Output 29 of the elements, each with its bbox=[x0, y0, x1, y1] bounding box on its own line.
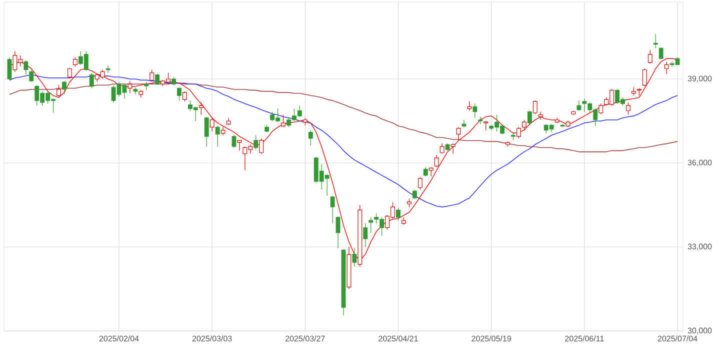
x-tick-label: 2025/03/03 bbox=[192, 336, 232, 342]
x-tick-label: 2025/02/04 bbox=[99, 336, 139, 342]
candlestick bbox=[664, 61, 669, 74]
x-tick-label: 2025/05/19 bbox=[472, 336, 511, 342]
y-tick-label: 36,000 bbox=[688, 160, 712, 166]
candlestick bbox=[341, 248, 346, 316]
x-tick-label: 2025/07/04 bbox=[658, 336, 698, 342]
x-tick-label: 2025/03/27 bbox=[286, 336, 325, 342]
y-tick-label: 30,000 bbox=[688, 328, 712, 334]
y-tick-label: 33,000 bbox=[688, 244, 712, 250]
candlestick bbox=[336, 216, 340, 248]
candlestick bbox=[554, 118, 560, 124]
candlestick bbox=[133, 87, 138, 95]
x-tick-label: 2025/06/11 bbox=[565, 336, 604, 342]
candlestick bbox=[128, 80, 132, 94]
candlestick bbox=[352, 248, 357, 267]
candlestick bbox=[220, 126, 226, 136]
candlestick bbox=[106, 65, 110, 74]
candlestick bbox=[576, 100, 582, 111]
x-tick-label: 2025/04/21 bbox=[378, 336, 418, 342]
candlestick bbox=[467, 101, 472, 111]
candlestick bbox=[215, 126, 220, 147]
candlestick bbox=[330, 195, 335, 224]
candlestick bbox=[456, 126, 461, 141]
candlestick bbox=[440, 143, 444, 154]
candlestick bbox=[346, 246, 352, 290]
candlestick bbox=[358, 204, 362, 267]
y-tick-label: 39,000 bbox=[688, 76, 712, 82]
candlestick bbox=[571, 110, 576, 116]
